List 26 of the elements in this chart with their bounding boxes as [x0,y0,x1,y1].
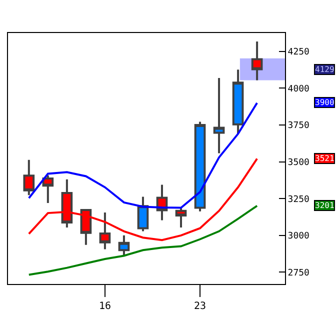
candlestick [213,77,225,154]
candlestick [251,40,263,82]
candlestick [232,68,244,135]
candlestick [194,120,206,212]
candlestick [137,196,149,232]
x-tick-label: 23 [194,301,206,312]
y-tick-label: 3250 [288,194,310,205]
text: 4129 [315,65,334,74]
candlestick [42,174,54,204]
candlestick [61,178,73,228]
text: 3201 [315,201,334,210]
line-series [28,102,258,209]
y-tick-label: 2750 [288,268,310,278]
y-tick-label: 4000 [288,84,310,94]
candlestick [156,184,168,222]
x-tick-label: 16 [98,301,111,312]
candlestick [23,158,35,196]
y-tick-label: 3000 [288,232,310,242]
y-tick-label: 3750 [288,121,310,132]
y-tick-label: 3500 [288,158,310,168]
y-tick-label: 4250 [288,48,310,58]
line-series [28,204,258,276]
text: 3521 [315,154,334,163]
candlestick [118,234,130,257]
text: 3900 [315,98,334,107]
candlestick [175,207,187,228]
